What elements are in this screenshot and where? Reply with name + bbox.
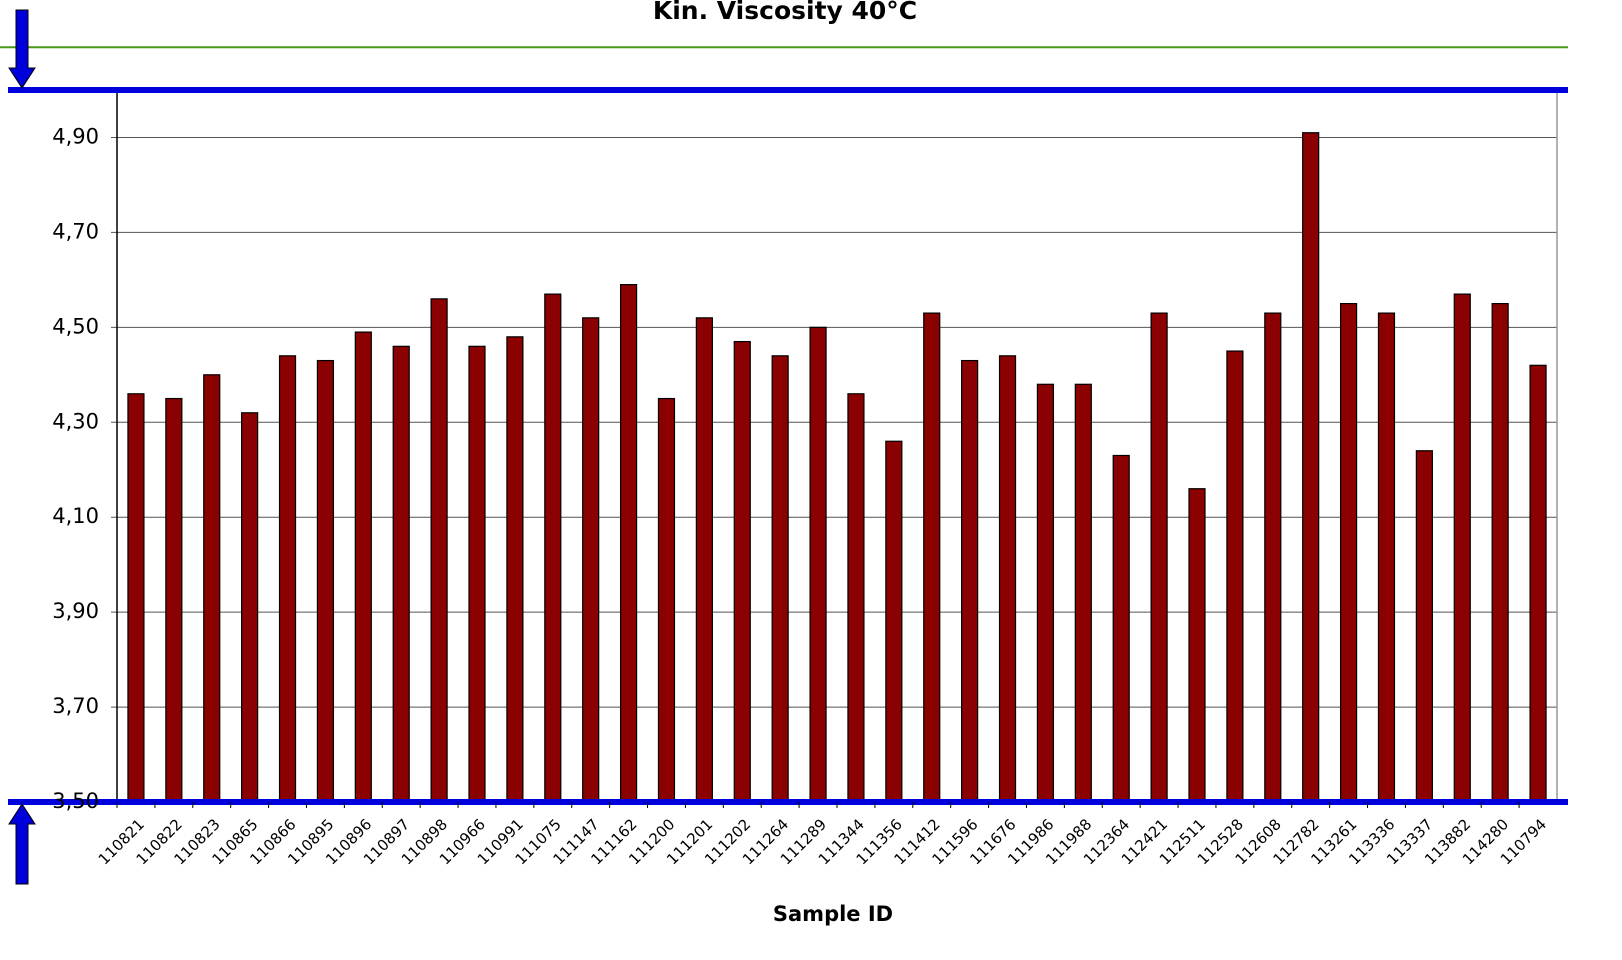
bar <box>165 397 183 803</box>
bar <box>1529 364 1547 803</box>
bar <box>1302 132 1320 803</box>
arrow-down <box>8 9 36 89</box>
bar <box>468 345 486 803</box>
y-tick-label: 4,90 <box>52 124 99 148</box>
bar <box>961 359 979 803</box>
bar <box>1491 303 1509 803</box>
bar <box>203 374 221 803</box>
bar <box>544 293 562 803</box>
bar <box>1415 450 1433 803</box>
y-tick-label: 4,30 <box>52 409 99 433</box>
bar <box>1264 312 1282 803</box>
bar <box>998 355 1017 803</box>
bar <box>885 440 903 803</box>
reference-lines <box>0 46 1568 805</box>
bar <box>316 359 335 803</box>
bar <box>657 397 676 803</box>
bar <box>582 317 600 803</box>
y-tick-label: 4,50 <box>52 314 99 338</box>
y-tick-label: 4,10 <box>52 504 99 528</box>
bar <box>506 336 524 803</box>
bar <box>127 393 145 803</box>
bar <box>392 345 410 803</box>
grid <box>111 136 1557 803</box>
bar <box>1377 312 1396 803</box>
bar <box>1453 293 1471 803</box>
bars <box>127 132 1547 803</box>
y-tick-label: 3,50 <box>52 789 99 813</box>
bar <box>1074 383 1092 803</box>
bar <box>1150 312 1168 803</box>
bar <box>809 326 827 803</box>
y-tick-label: 4,70 <box>52 219 99 243</box>
bar <box>695 317 713 803</box>
bar <box>1036 383 1055 803</box>
bar <box>354 331 372 803</box>
bar <box>1112 454 1130 803</box>
bar <box>1188 488 1206 803</box>
x-axis-label: Sample ID <box>773 902 893 926</box>
bar <box>241 412 259 803</box>
bar <box>1339 303 1358 803</box>
bar <box>278 355 297 803</box>
bar <box>771 355 789 803</box>
arrow-up <box>8 803 36 885</box>
bar <box>733 340 751 803</box>
y-tick-label: 3,90 <box>52 599 99 623</box>
bar <box>430 298 448 803</box>
bar <box>1226 350 1244 803</box>
bar <box>923 312 941 803</box>
chart-title: Kin. Viscosity 40°C <box>653 0 917 25</box>
bar <box>847 393 865 803</box>
y-tick-label: 3,70 <box>52 694 99 718</box>
bar <box>619 284 638 803</box>
